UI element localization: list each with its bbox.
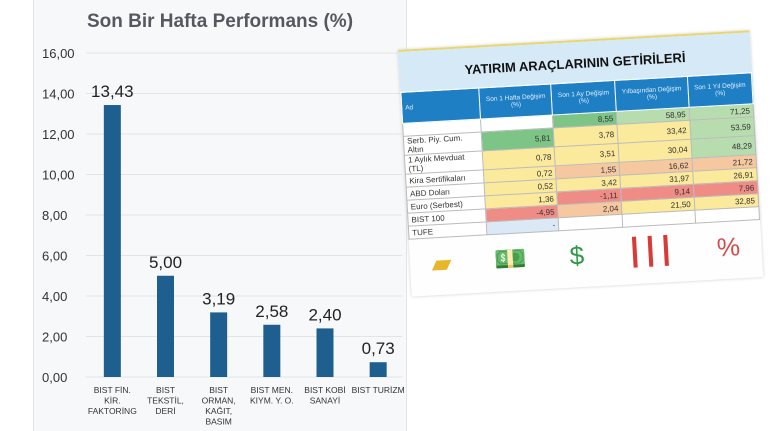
column-header: Son 1 Ay Değişim (%) [550,80,617,115]
category-label: BIST TURİZM [352,385,405,395]
category-label: BIST MEN. [251,385,293,395]
category-label: ORMAN, [202,396,236,406]
returns-table: Ad Son 1 Hafta Değişim (%) Son 1 Ay Değişi… [400,72,760,240]
y-tick-label: 12,00 [42,127,75,142]
category-label: KIYM. Y. O. [250,396,294,406]
category-label: BIST FİN. [94,385,131,395]
y-tick-label: 8,00 [42,208,67,223]
y-tick-label: 16,00 [42,46,75,61]
column-header: Yılbaşından Değişim (%) [614,76,689,112]
category-label: FAKTORİNG [88,406,137,416]
y-tick-label: 10,00 [42,168,75,183]
category-label: SANAYİ [310,396,341,406]
category-label: KAĞIT, [205,406,232,416]
percent-donut-icon: % [715,230,741,262]
data-label: 2,40 [308,305,341,324]
candlestick-chart-icon: ┃┃┃ [626,234,675,268]
y-tick-label: 0,00 [42,370,67,385]
gold-bars-icon: ▰ [430,246,453,278]
data-label: 0,73 [362,339,395,358]
category-label: DERİ [155,406,175,416]
money-bag-icon: $ [568,239,585,271]
data-label: 5,00 [149,253,182,272]
returns-table-image: YATIRIM ARAÇLARININ GETİRİLERİ Ad Son 1 H… [398,30,764,297]
bar-chart-panel: Son Bir Hafta Performans (%) 0,00 2,00 4,0… [33,0,407,431]
category-label: BIST [209,385,228,395]
cash-icon: 💵 [493,242,528,275]
bar [103,105,121,377]
category-label: BIST [156,385,175,395]
category-label: BASIM [205,417,231,427]
bar [157,275,174,377]
column-header: Ad [400,88,481,124]
category-label: TEKSTİL, [147,396,184,406]
data-label: 3,19 [202,289,235,308]
data-label: 2,58 [255,302,288,321]
y-tick-label: 14,00 [42,87,75,102]
bar [263,324,281,377]
column-header: Son 1 Hafta Değişim (%) [479,84,553,119]
y-tick-label: 6,00 [42,249,67,264]
bar [369,362,387,377]
bar [316,328,334,377]
y-tick-label: 4,00 [42,289,67,304]
data-label: 13,43 [91,82,134,101]
category-label: BIST KOBİ [304,385,345,395]
bar [210,312,228,377]
column-header: Son 1 Yıl Değişim (%) [687,72,754,108]
chart-title: Son Bir Hafta Performans (%) [87,11,353,32]
y-tick-label: 2,00 [42,330,67,345]
category-label: KİR. [104,396,121,406]
bar-chart: Son Bir Hafta Performans (%) 0,00 2,00 4,0… [42,11,405,427]
